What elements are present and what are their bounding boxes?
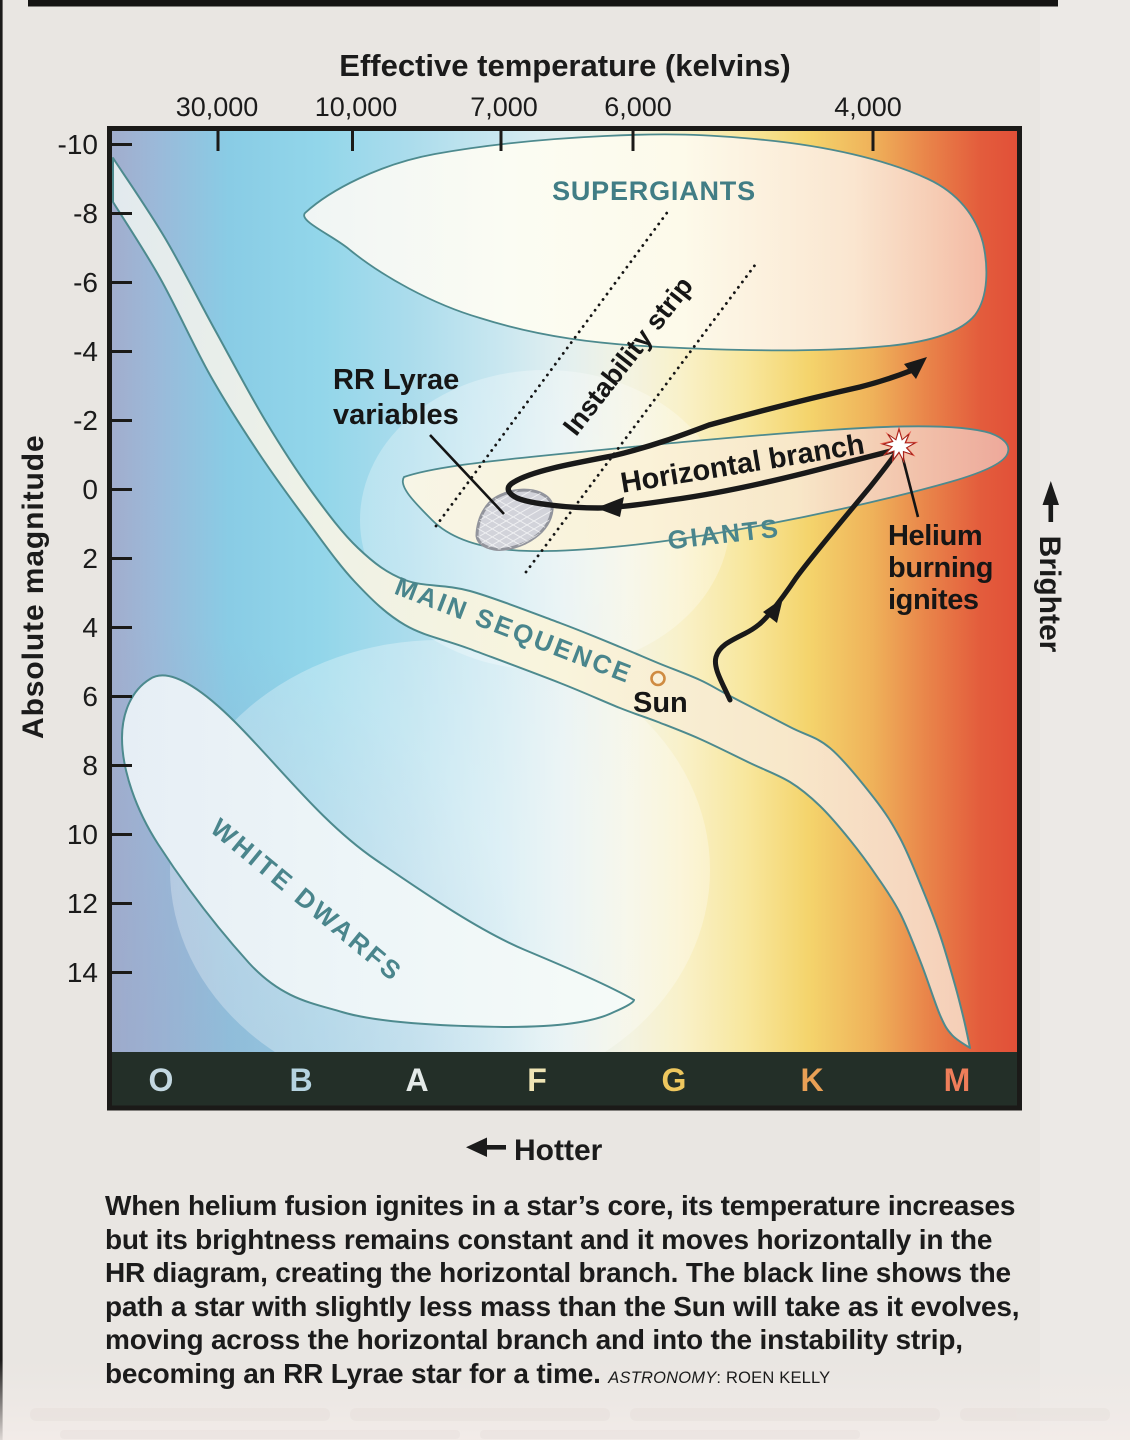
svg-text:burning: burning: [888, 552, 993, 584]
svg-text:variables: variables: [333, 399, 459, 431]
svg-text:G: G: [662, 1062, 687, 1098]
svg-text:Sun: Sun: [633, 687, 688, 719]
svg-text:SUPERGIANTS: SUPERGIANTS: [552, 176, 756, 206]
svg-text:K: K: [800, 1062, 823, 1098]
svg-text:RR Lyrae: RR Lyrae: [333, 364, 459, 396]
svg-text:Helium: Helium: [888, 520, 982, 552]
svg-text:F: F: [527, 1062, 547, 1098]
svg-text:A: A: [405, 1062, 428, 1098]
svg-text:O: O: [149, 1062, 174, 1098]
svg-text:ignites: ignites: [888, 584, 979, 616]
svg-text:B: B: [289, 1062, 312, 1098]
svg-text:M: M: [944, 1062, 971, 1098]
